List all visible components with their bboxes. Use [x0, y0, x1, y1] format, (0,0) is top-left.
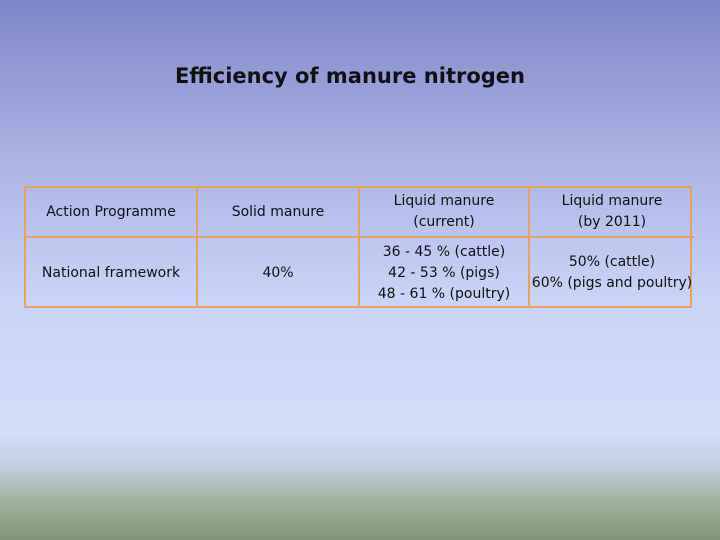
cell-solid-manure: 40%: [198, 238, 360, 308]
liquid-2011-pigs-poultry: 60% (pigs and poultry): [531, 275, 693, 291]
header-liquid-manure-current: Liquid manure (current): [360, 188, 530, 238]
cell-liquid-2011: 50% (cattle) 60% (pigs and poultry): [530, 238, 694, 308]
liquid-2011-cattle: 50% (cattle): [568, 254, 656, 270]
header-action-programme: Action Programme: [26, 188, 198, 238]
manure-efficiency-table: Action Programme Solid manure Liquid man…: [24, 186, 694, 308]
header-action-programme-label: Action Programme: [46, 203, 176, 220]
header-liquid-current-line2: (current): [413, 214, 475, 230]
programme-value: National framework: [41, 264, 181, 281]
header-liquid-2011-line2: (by 2011): [577, 214, 647, 230]
header-liquid-current-line1: Liquid manure: [393, 193, 495, 209]
solid-manure-value: 40%: [262, 264, 294, 281]
slide-title: Efficiency of manure nitrogen: [175, 64, 525, 88]
header-solid-manure-label: Solid manure: [231, 203, 325, 220]
liquid-current-pigs: 42 - 53 % (pigs): [388, 264, 500, 281]
header-liquid-manure-2011: Liquid manure (by 2011): [530, 188, 694, 238]
cell-programme: National framework: [26, 238, 198, 308]
header-solid-manure: Solid manure: [198, 188, 360, 238]
liquid-current-cattle: 36 - 45 % (cattle): [382, 243, 506, 260]
cell-liquid-current: 36 - 45 % (cattle) 42 - 53 % (pigs) 48 -…: [360, 238, 530, 308]
liquid-current-poultry: 48 - 61 % (poultry): [377, 285, 511, 302]
header-liquid-2011-line1: Liquid manure: [561, 193, 663, 209]
